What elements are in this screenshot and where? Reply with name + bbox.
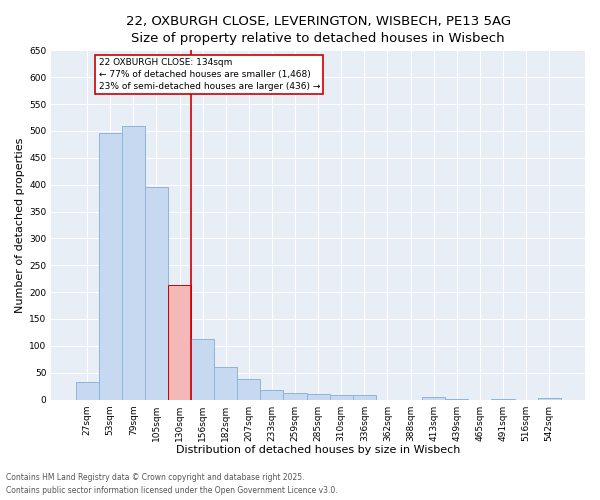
Bar	[214, 367, 237, 400]
Bar	[329, 396, 353, 400]
Y-axis label: Number of detached properties: Number of detached properties	[15, 138, 25, 312]
Bar	[353, 395, 376, 400]
Text: 22 OXBURGH CLOSE: 134sqm
← 77% of detached houses are smaller (1,468)
23% of sem: 22 OXBURGH CLOSE: 134sqm ← 77% of detach…	[98, 58, 320, 91]
Bar	[237, 378, 260, 400]
Bar	[422, 397, 445, 400]
Bar	[122, 126, 145, 400]
Bar	[307, 394, 329, 400]
Bar	[145, 188, 168, 400]
Bar	[491, 398, 515, 400]
Bar	[191, 340, 214, 400]
Bar	[445, 399, 469, 400]
Bar	[283, 392, 307, 400]
Bar	[76, 382, 98, 400]
Bar	[260, 390, 283, 400]
Bar	[538, 398, 561, 400]
Bar	[168, 285, 191, 400]
Bar	[98, 132, 122, 400]
Title: 22, OXBURGH CLOSE, LEVERINGTON, WISBECH, PE13 5AG
Size of property relative to d: 22, OXBURGH CLOSE, LEVERINGTON, WISBECH,…	[125, 15, 511, 45]
X-axis label: Distribution of detached houses by size in Wisbech: Distribution of detached houses by size …	[176, 445, 460, 455]
Text: Contains HM Land Registry data © Crown copyright and database right 2025.
Contai: Contains HM Land Registry data © Crown c…	[6, 474, 338, 495]
